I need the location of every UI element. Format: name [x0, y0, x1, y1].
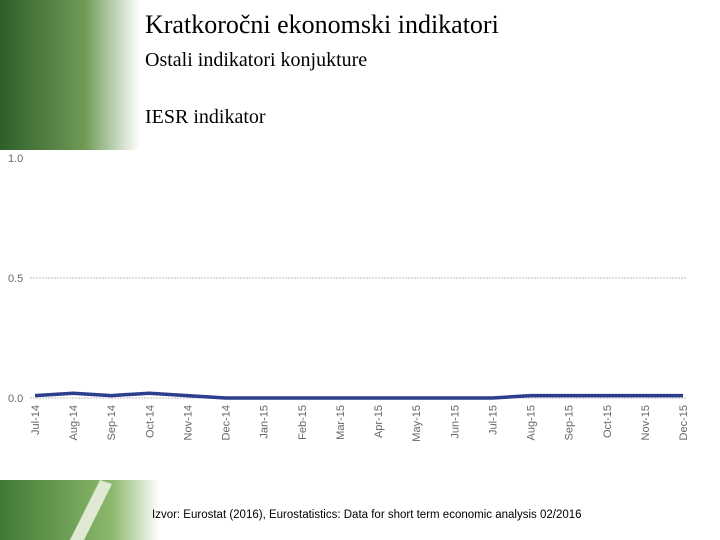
- x-tick-label: Jul-14: [30, 405, 42, 435]
- x-tick-label: Oct-15: [602, 405, 614, 438]
- x-tick-label: Nov-15: [640, 405, 652, 440]
- y-tick-label: 0.5: [8, 273, 23, 285]
- y-tick-label: 1.0: [8, 153, 23, 165]
- x-tick-label: Feb-15: [297, 405, 309, 440]
- x-tick-label: May-15: [411, 405, 423, 442]
- x-tick-label: Jul-15: [487, 405, 499, 435]
- x-tick-label: Mar-15: [335, 405, 347, 440]
- x-tick-label: Nov-14: [182, 405, 194, 440]
- slide-subtitle: Ostali indikatori konjukture: [145, 49, 367, 71]
- chart-title: IESR indikator: [145, 106, 266, 128]
- x-tick-label: Oct-14: [144, 405, 156, 438]
- x-tick-label: Apr-15: [373, 405, 385, 438]
- decor-stroke: [70, 480, 112, 540]
- x-tick-label: Aug-15: [526, 405, 538, 440]
- x-tick-label: Sep-15: [564, 405, 576, 440]
- x-tick-label: Dec-15: [678, 405, 690, 440]
- data-line: [34, 391, 683, 400]
- x-tick-label: Aug-14: [68, 405, 80, 440]
- source-note: Izvor: Eurostat (2016), Eurostatistics: …: [152, 509, 582, 521]
- x-tick-label: Jun-15: [449, 405, 461, 439]
- slide-title: Kratkoročni ekonomski indikatori: [145, 10, 499, 39]
- x-tick-label: Jan-15: [259, 405, 271, 439]
- decor-top: [0, 0, 140, 150]
- y-tick-label: 0.0: [8, 393, 23, 405]
- x-tick-label: Dec-14: [221, 405, 233, 440]
- x-tick-label: Sep-14: [106, 405, 118, 440]
